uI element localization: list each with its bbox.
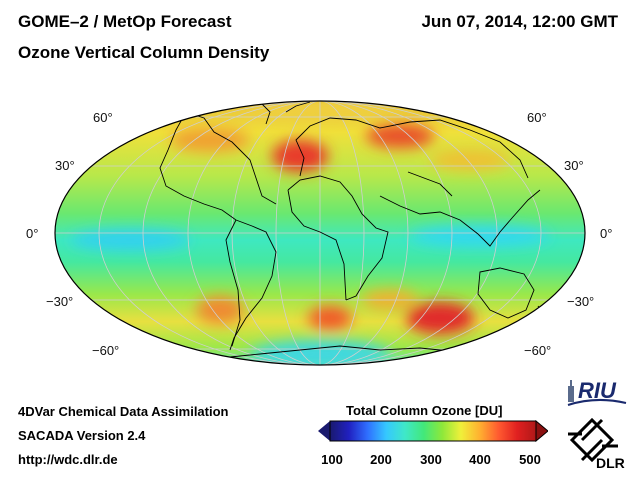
- lat-label-right-0: 0°: [600, 226, 613, 241]
- dlr-logo-text: DLR: [596, 455, 625, 470]
- colorbar-tick-200: 200: [370, 452, 392, 467]
- coastlines: [159, 101, 547, 359]
- map-subtitle: Ozone Vertical Column Density: [18, 43, 270, 62]
- colorbar-tick-400: 400: [469, 452, 491, 467]
- lat-label-left-0: 0°: [26, 226, 39, 241]
- map-title: GOME–2 / MetOp Forecast: [18, 12, 232, 31]
- footer-url[interactable]: http://wdc.dlr.de: [18, 452, 118, 467]
- lat-label-right-30: 30°: [564, 158, 584, 173]
- ozone-field: [55, 101, 585, 365]
- ozone-map: [54, 100, 586, 366]
- map-border: [54, 100, 586, 366]
- lat-label-left-neg30: −30°: [46, 294, 74, 309]
- colorbar-gradient: [329, 420, 537, 442]
- lat-label-right-neg60: −60°: [524, 343, 552, 358]
- forecast-datetime: Jun 07, 2014, 12:00 GMT: [421, 12, 618, 31]
- riu-logo: RIU: [567, 378, 627, 406]
- colorbar-tick-500: 500: [519, 452, 541, 467]
- colorbar-low-arrow: [318, 421, 330, 441]
- graticule: [55, 101, 585, 365]
- lat-label-left-neg60: −60°: [92, 343, 120, 358]
- lat-label-right-neg30: −30°: [567, 294, 595, 309]
- colorbar-title: Total Column Ozone [DU]: [346, 403, 503, 418]
- colorbar: [318, 420, 548, 442]
- lat-label-left-60: 60°: [93, 110, 113, 125]
- lat-label-right-60: 60°: [527, 110, 547, 125]
- colorbar-high-arrow: [535, 420, 548, 442]
- lat-label-left-30: 30°: [55, 158, 75, 173]
- riu-logo-text: RIU: [578, 378, 617, 403]
- footer-version: SACADA Version 2.4: [18, 428, 146, 443]
- dlr-logo: DLR: [568, 417, 625, 470]
- footer-assimilation: 4DVar Chemical Data Assimilation: [18, 404, 229, 419]
- colorbar-tick-300: 300: [420, 452, 442, 467]
- colorbar-tick-100: 100: [321, 452, 343, 467]
